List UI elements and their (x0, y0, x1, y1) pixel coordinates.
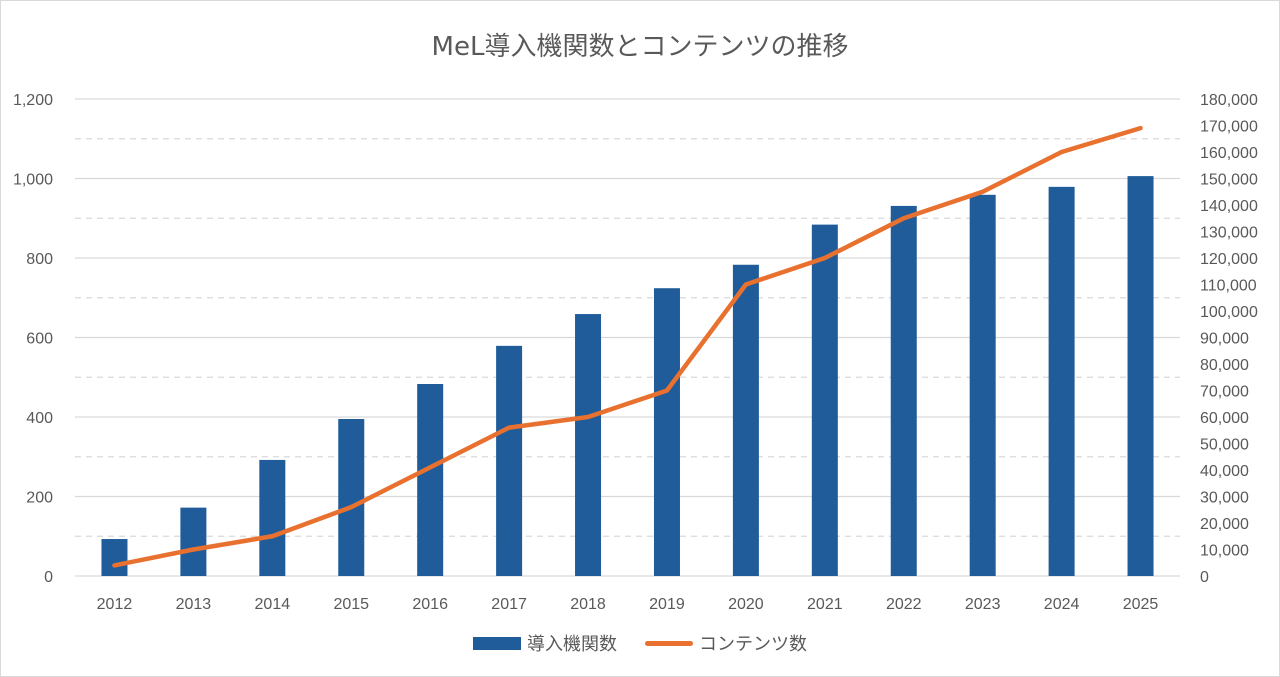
left-tick-label: 0 (44, 569, 53, 586)
left-tick-label: 800 (26, 251, 53, 268)
left-tick-label: 200 (26, 490, 53, 507)
right-tick-label: 70,000 (1200, 384, 1249, 401)
right-axis-ticks: 0 10,000 20,000 30,000 40,000 50,000 60,000 70,… (1200, 92, 1258, 586)
bar-2024 (1048, 186, 1075, 576)
x-tick-label: 2023 (965, 596, 1001, 613)
legend-label: コンテンツ数 (699, 634, 807, 655)
right-tick-label: 180,000 (1200, 92, 1258, 109)
right-tick-label: 30,000 (1200, 490, 1249, 507)
right-tick-label: 130,000 (1200, 225, 1258, 242)
legend-label: 導入機関数 (527, 634, 617, 655)
line-series (112, 125, 1143, 568)
right-tick-label: 90,000 (1200, 331, 1249, 348)
right-tick-label: 150,000 (1200, 172, 1258, 189)
legend: 導入機関数 コンテンツ数 (0, 630, 1280, 656)
x-tick-label: 2014 (255, 596, 291, 613)
x-tick-label: 2017 (491, 596, 527, 613)
x-tick-label: 2015 (333, 596, 369, 613)
right-tick-label: 170,000 (1200, 119, 1258, 136)
x-tick-label: 2016 (412, 596, 448, 613)
left-tick-label: 1,000 (13, 172, 53, 189)
bar-2021 (811, 224, 838, 577)
bar-2016 (417, 384, 444, 576)
right-tick-label: 10,000 (1200, 543, 1249, 560)
right-tick-label: 80,000 (1200, 357, 1249, 374)
left-tick-label: 400 (26, 410, 53, 427)
bar-2015 (338, 418, 365, 576)
x-tick-label: 2024 (1044, 596, 1080, 613)
x-tick-label: 2022 (886, 596, 922, 613)
x-tick-label: 2012 (97, 596, 133, 613)
bar-2013 (180, 507, 207, 576)
bar-2020 (732, 264, 759, 576)
right-tick-label: 140,000 (1200, 198, 1258, 215)
bar-2023 (969, 194, 996, 577)
bar-2018 (575, 314, 602, 576)
bar-2019 (653, 288, 680, 576)
x-tick-label: 2020 (728, 596, 764, 613)
right-tick-label: 0 (1200, 569, 1209, 586)
right-tick-label: 40,000 (1200, 463, 1249, 480)
left-tick-label: 1,200 (13, 92, 53, 109)
legend-item-bars[interactable]: 導入機関数 (473, 630, 617, 656)
right-tick-label: 20,000 (1200, 516, 1249, 533)
right-tick-label: 60,000 (1200, 410, 1249, 427)
x-axis-ticks: 2012 2013 2014 2015 2016 2017 2018 2019 2020 2021… (97, 596, 1159, 613)
chart-title: MeL導入機関数とコンテンツの推移 (431, 32, 849, 62)
x-tick-label: 2025 (1123, 596, 1159, 613)
left-tick-label: 600 (26, 331, 53, 348)
bar-series (101, 176, 1154, 577)
right-tick-label: 160,000 (1200, 145, 1258, 162)
right-tick-label: 110,000 (1200, 278, 1257, 295)
left-axis-ticks: 0 200 400 600 800 1,000 1,200 (13, 92, 53, 586)
bar-2025 (1127, 176, 1154, 577)
bar-2014 (259, 459, 286, 576)
bar-2022 (890, 205, 917, 577)
bar-2012 (101, 539, 128, 576)
right-tick-label: 120,000 (1200, 251, 1258, 268)
x-tick-label: 2018 (570, 596, 606, 613)
x-tick-label: 2019 (649, 596, 685, 613)
bar-2017 (496, 345, 523, 576)
legend-swatch-line (645, 640, 693, 646)
right-tick-label: 50,000 (1200, 437, 1249, 454)
x-tick-label: 2021 (807, 596, 843, 613)
legend-item-line[interactable]: コンテンツ数 (645, 630, 807, 656)
gridlines (75, 98, 1180, 577)
x-tick-label: 2013 (176, 596, 212, 613)
line-contents (112, 125, 1143, 568)
legend-swatch-bar (473, 636, 521, 650)
right-tick-label: 100,000 (1200, 304, 1258, 321)
